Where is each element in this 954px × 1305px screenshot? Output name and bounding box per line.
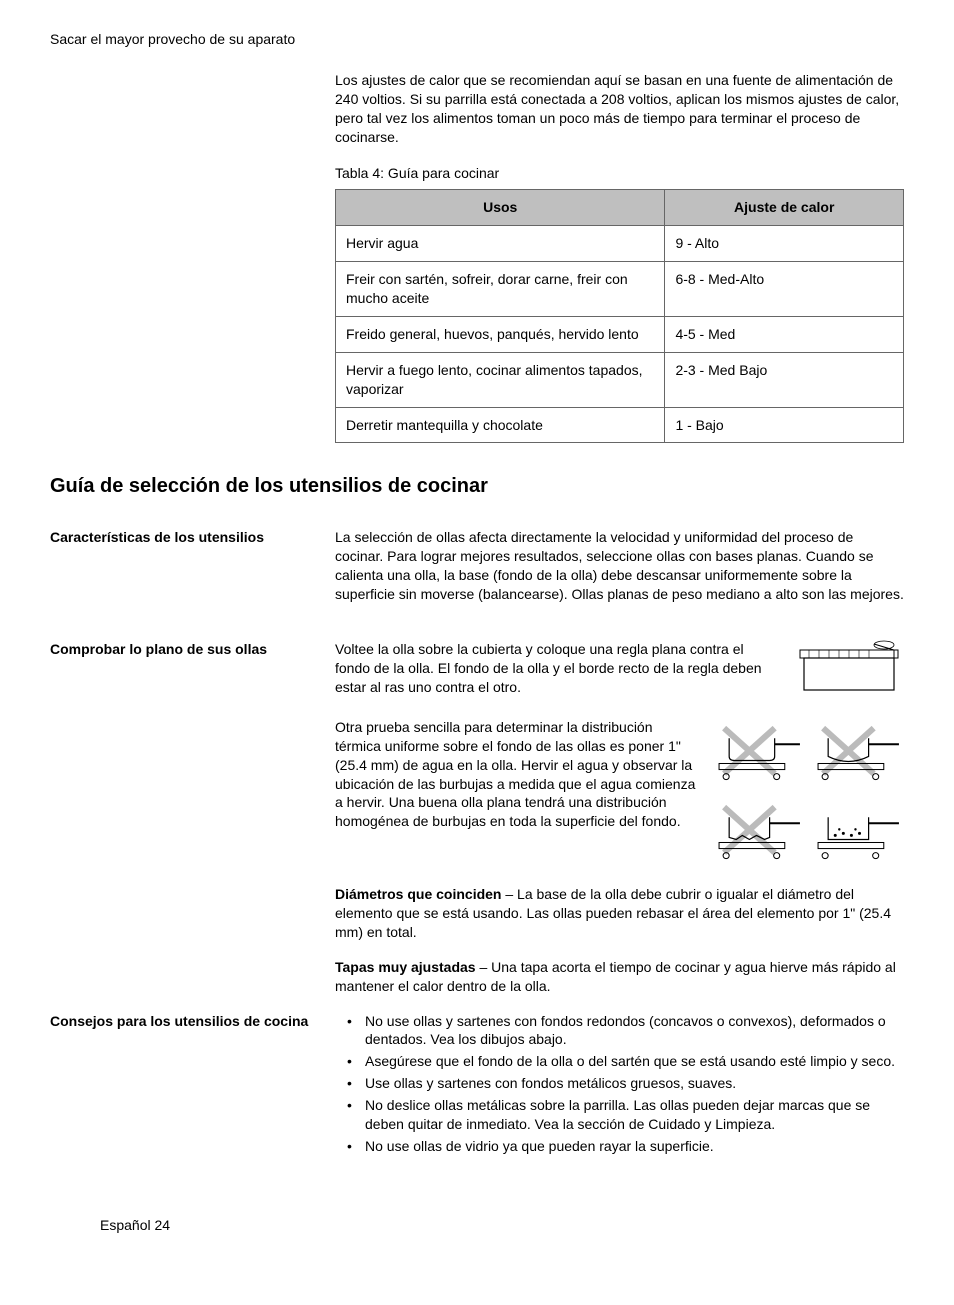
table-row: Freir con sartén, sofreir, dorar carne, … xyxy=(336,262,904,317)
lids-paragraph: Tapas muy ajustadas – Una tapa acorta el… xyxy=(335,958,904,996)
table-row: Hervir a fuego lento, cocinar alimentos … xyxy=(336,352,904,407)
ruler-pan-icon xyxy=(794,640,904,700)
list-item: No use ollas de vidrio ya que pueden ray… xyxy=(335,1137,904,1156)
intro-paragraph: Los ajustes de calor que se recomiendan … xyxy=(335,71,904,147)
characteristics-label: Características de los utensilios xyxy=(50,528,317,547)
page-footer: Español 24 xyxy=(100,1216,170,1235)
pan-bad-icon xyxy=(714,718,805,789)
flatness-label: Comprobar lo plano de sus ollas xyxy=(50,640,317,659)
pan-good-icon xyxy=(813,797,904,868)
flatness-p1: Voltee la olla sobre la cubierta y coloq… xyxy=(335,640,779,700)
list-item: Asegúrese que el fondo de la olla o del … xyxy=(335,1052,904,1071)
section-title: Guía de selección de los utensilios de c… xyxy=(50,473,904,500)
table-header-setting: Ajuste de calor xyxy=(665,190,904,226)
flatness-p2: Otra prueba sencilla para determinar la … xyxy=(335,718,699,867)
pan-bad-icon xyxy=(813,718,904,789)
diameters-paragraph: Diámetros que coinciden – La base de la … xyxy=(335,885,904,942)
table-caption: Tabla 4: Guía para cocinar xyxy=(335,164,904,183)
list-item: Use ollas y sartenes con fondos metálico… xyxy=(335,1074,904,1093)
table-row: Derretir mantequilla y chocolate1 - Bajo xyxy=(336,407,904,443)
tips-list: No use ollas y sartenes con fondos redon… xyxy=(335,1012,904,1156)
list-item: No use ollas y sartenes con fondos redon… xyxy=(335,1012,904,1050)
table-header-uses: Usos xyxy=(336,190,665,226)
pan-diagram-grid xyxy=(714,718,904,867)
table-row: Freido general, huevos, panqués, hervido… xyxy=(336,316,904,352)
tips-label: Consejos para los utensilios de cocina xyxy=(50,1012,317,1031)
pan-bad-icon xyxy=(714,797,805,868)
table-row: Hervir agua9 - Alto xyxy=(336,226,904,262)
characteristics-text: La selección de ollas afecta directament… xyxy=(335,528,904,604)
list-item: No deslice ollas metálicas sobre la parr… xyxy=(335,1096,904,1134)
page-header: Sacar el mayor provecho de su aparato xyxy=(50,30,904,49)
cooking-guide-table: Usos Ajuste de calor Hervir agua9 - Alto… xyxy=(335,189,904,443)
